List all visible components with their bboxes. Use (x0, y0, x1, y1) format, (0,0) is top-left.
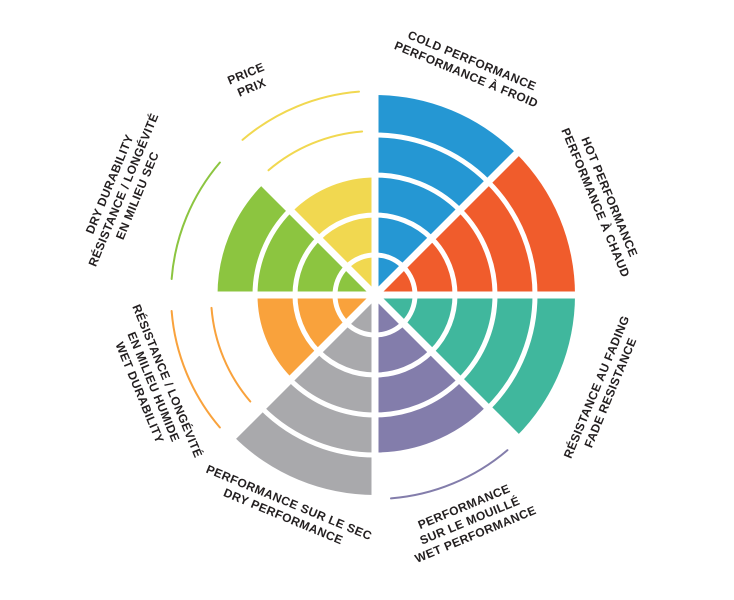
remaining-ring-arc-wet-durability (210, 306, 252, 403)
sector-divider (225, 292, 378, 445)
wedge-wet-performance (375, 295, 489, 455)
remaining-ring-arc-wet-performance (390, 449, 509, 500)
remaining-ring-arc-dry-durability (170, 161, 221, 280)
wedge-wet-durability (255, 295, 375, 380)
remaining-ring-arc-price (267, 130, 364, 172)
sector-divider (225, 145, 378, 298)
remaining-ring-arc-wet-durability (170, 310, 221, 429)
wedge-price (290, 175, 375, 295)
remaining-ring-arc-price (241, 90, 360, 141)
sector-divider (372, 292, 525, 445)
sector-divider (372, 145, 525, 298)
wedge-dry-durability (215, 181, 375, 295)
